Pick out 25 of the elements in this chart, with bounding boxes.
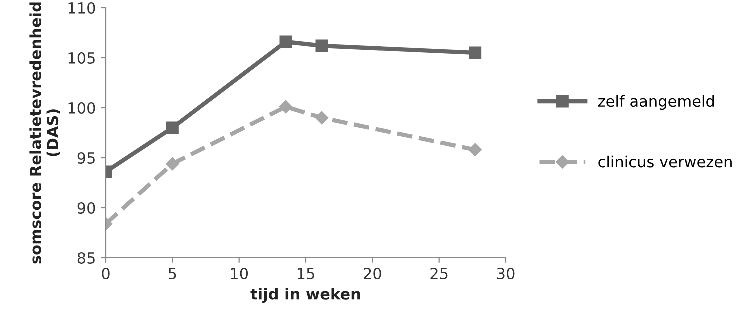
x-tick-label: 0 <box>102 268 110 280</box>
legend-label: zelf aangemeld <box>598 95 714 110</box>
x-tick-label: 25 <box>430 268 448 280</box>
x-tick-label: 5 <box>168 268 176 280</box>
x-tick-label: 15 <box>298 268 314 280</box>
point <box>280 36 292 48</box>
point <box>469 46 482 60</box>
point <box>316 40 328 52</box>
y-tick-label: 95 <box>78 152 95 164</box>
point <box>166 157 180 171</box>
point <box>468 143 482 157</box>
point <box>166 122 179 134</box>
x-tick-label: 10 <box>231 268 248 280</box>
y-tick-label: 100 <box>68 102 96 114</box>
point <box>315 111 329 125</box>
legend-label: clinicus verwezen <box>598 156 732 168</box>
y-tick-label: 90 <box>78 202 96 214</box>
y-tick-label: 105 <box>68 52 95 64</box>
y-axis-title: somscore Relatietevredenheid (DAS) <box>30 2 60 264</box>
x-axis-title: tijd in weken <box>250 288 360 303</box>
y-tick-label: 85 <box>78 252 95 264</box>
point <box>279 100 293 114</box>
y-tick-label: 110 <box>68 2 96 14</box>
x-tick-label: 20 <box>364 268 382 280</box>
x-tick-label: 30 <box>497 268 515 280</box>
